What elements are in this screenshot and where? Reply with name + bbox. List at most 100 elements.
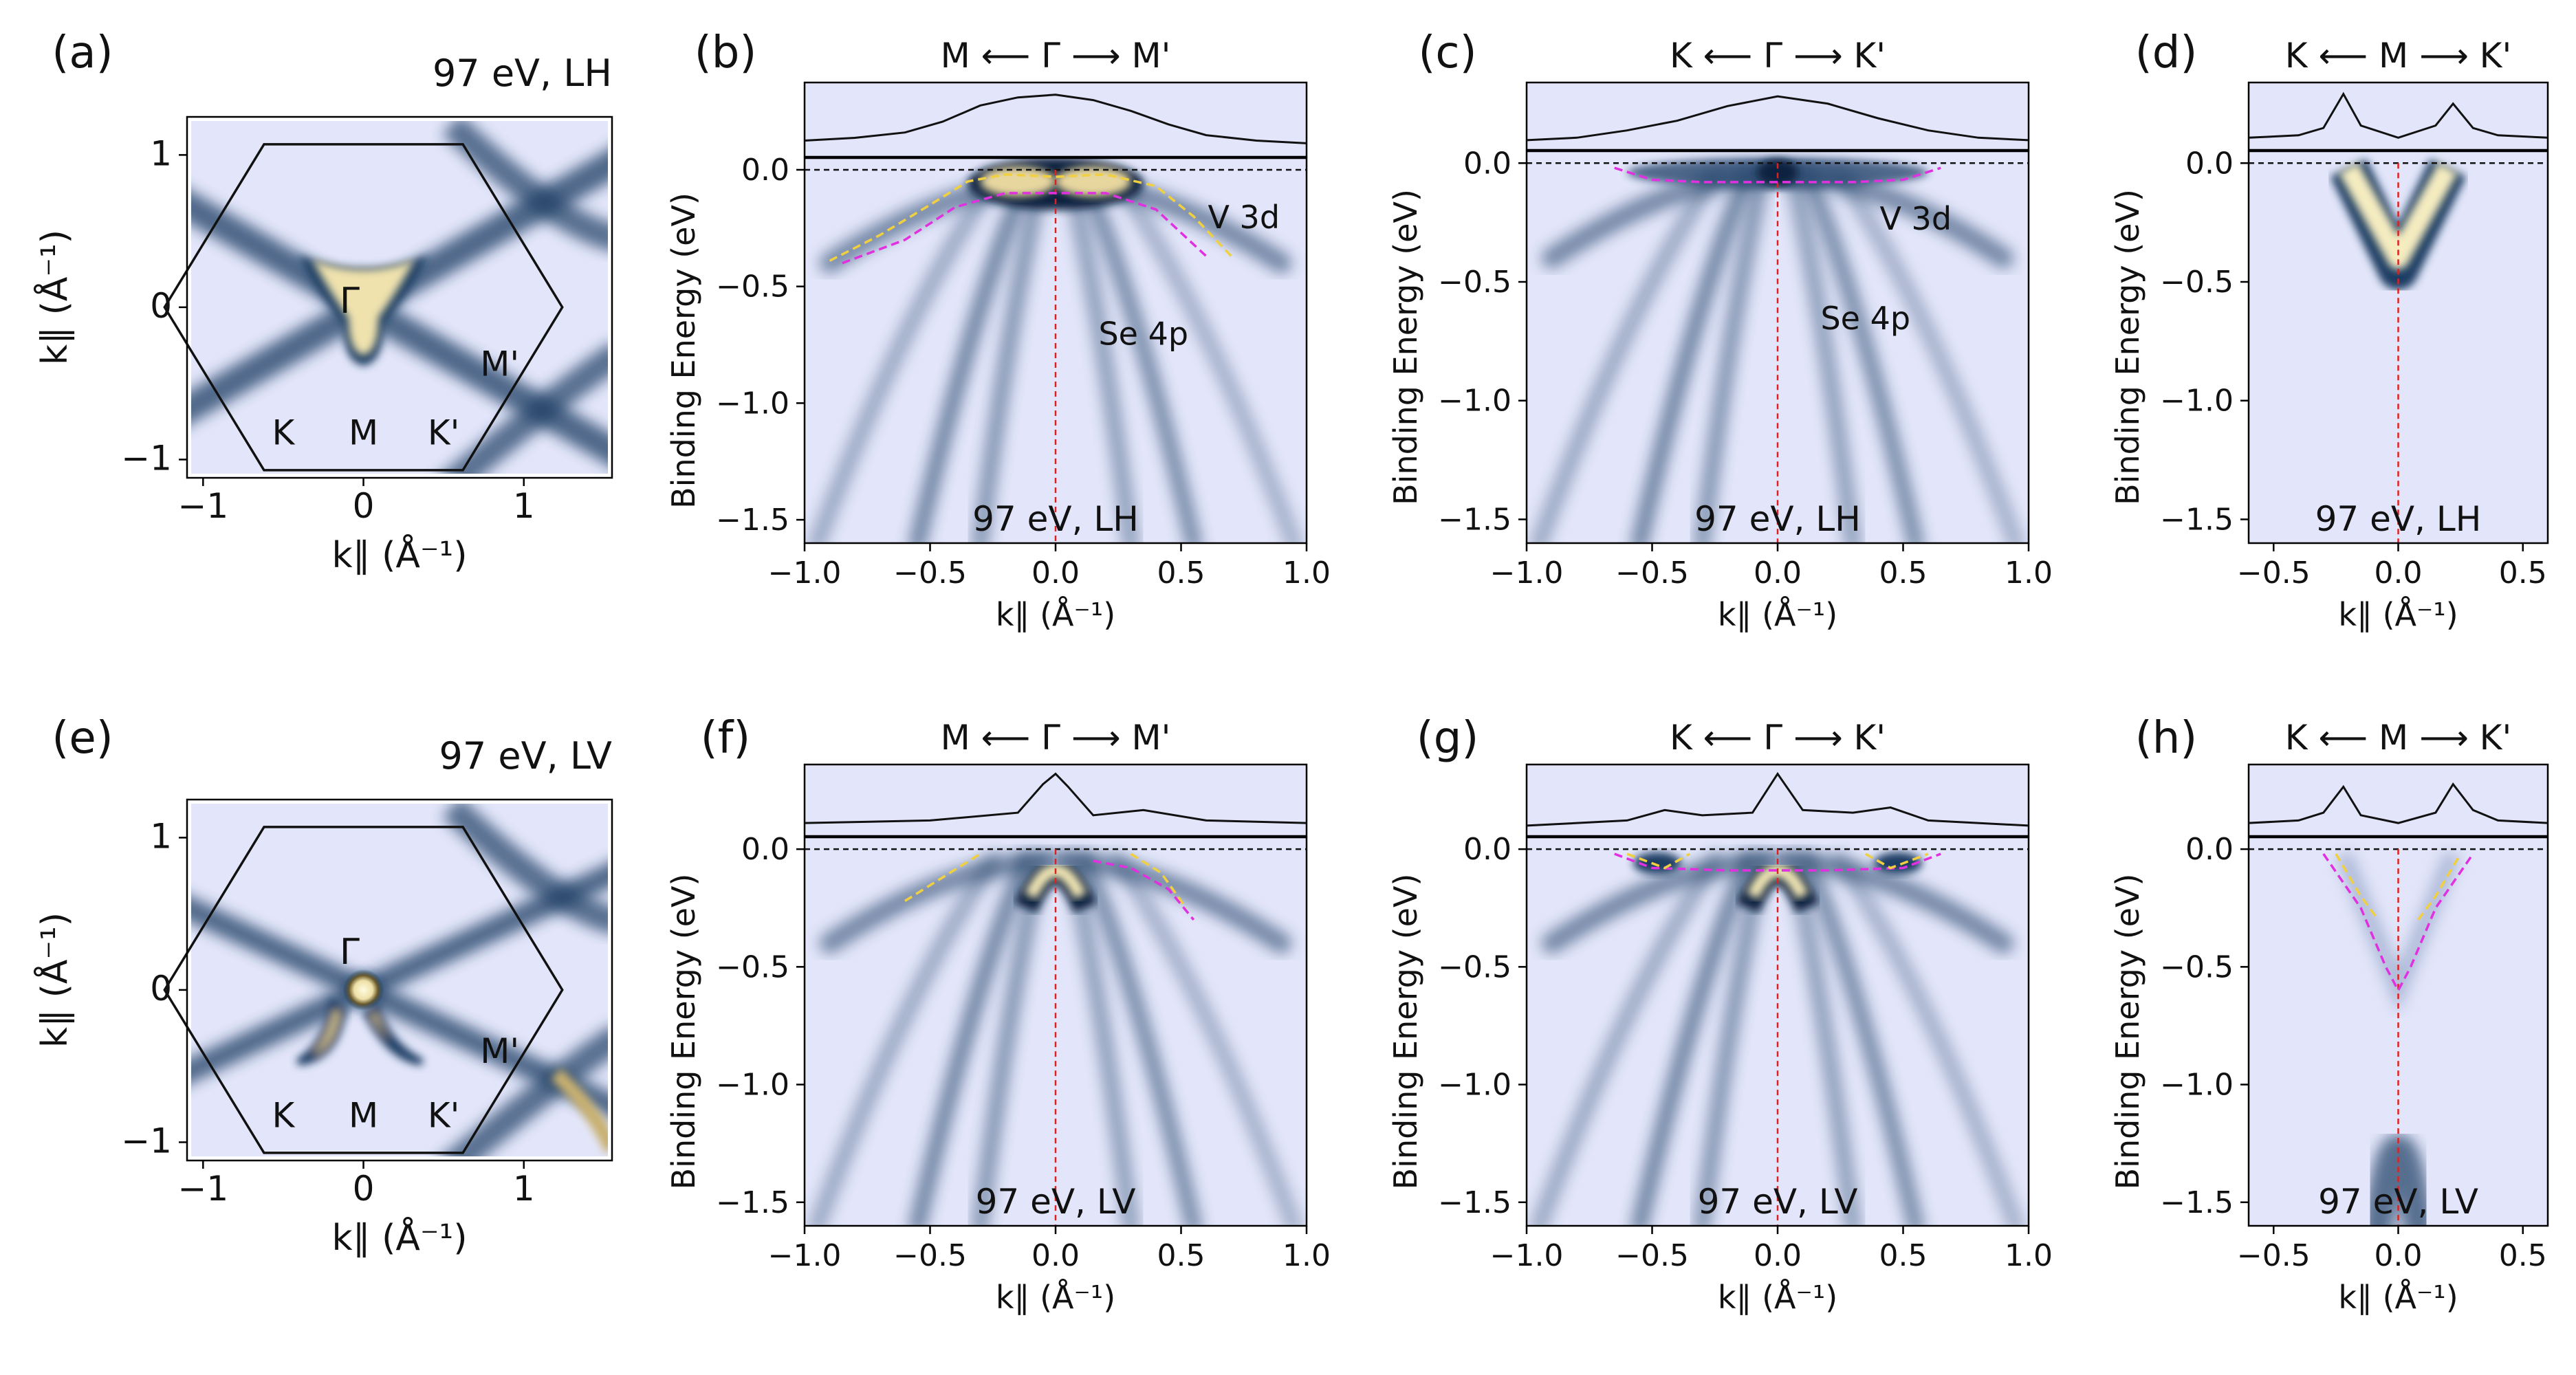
band-intensity [1798,166,1925,543]
label-K: K [272,1095,296,1135]
band-intensity [1630,852,1757,1226]
band-intensity [1076,852,1203,1226]
x-tick-label: −1 [177,486,228,526]
band-intensity [1530,166,1724,543]
x-tick-label: 0.0 [1032,1238,1080,1273]
y-tick-label: 1 [150,133,172,173]
y-tick-label: −0.5 [1438,265,1511,300]
y-tick-label: −0.5 [716,270,789,305]
dispersion-magenta [842,192,1208,265]
edc-frame [1525,763,2030,837]
x-tick-label: 1.0 [2005,1238,2053,1273]
panel-tag: (f) [701,713,750,764]
y-tick-label: −1.5 [716,1185,789,1220]
panel-c: (c) −1.0 −0.5 0.0 0.5 1.0 0.0 −0.5 −1.0 −1.5 k∥ (Å… [1387,28,2053,633]
label-M: M [349,1095,378,1135]
panel-a: (a) Γ K M K' M' −1 0 1 −1 0 1 k∥ (Å⁻¹) k∥ (Å⁻¹) 97 eV,… [33,28,613,576]
panel-tag: (h) [2135,713,2198,764]
side-pocket [1874,852,1923,874]
measurement-condition: 97 eV, LH [2315,499,2482,539]
x-tick-label: 0 [353,486,375,526]
y-tick-label: 0.0 [1463,832,1511,867]
map-arc [442,121,608,251]
x-tick-label: −1.0 [768,1238,842,1273]
axes-frame [186,116,613,479]
y-tick-label: −1.0 [2160,1068,2234,1103]
vd-center [1757,159,1798,187]
map-spoke [351,863,608,1002]
map-spoke [191,292,378,424]
band-intensity [1831,166,2025,543]
x-tick-label: 0.0 [2375,1238,2423,1273]
cut-direction: K ⟵ M ⟶ K' [2285,36,2511,76]
x-axis-label: k∥ (Å⁻¹) [996,1279,1115,1316]
band-intensity [808,852,1002,1226]
x-tick-label: 0 [353,1169,375,1209]
x-axis-label: k∥ (Å⁻¹) [2338,596,2458,633]
y-tick-label: 0.0 [2185,146,2234,181]
x-tick-label: 1.0 [1282,1238,1331,1273]
edc-frame [2247,763,2549,837]
edc-curve [1526,771,2029,827]
x-tick-label: 1 [513,486,535,526]
gamma-pocket [312,258,415,355]
edc-curve [2248,782,2548,824]
map-arc [441,1026,608,1156]
y-tick-label: 0.0 [1463,146,1511,181]
x-tick-label: 0.5 [2499,556,2547,591]
label-gamma: Γ [340,932,360,973]
dispersion-magenta [1614,852,1941,872]
band-intensity [1061,172,1140,543]
measurement-condition: 97 eV, LV [1698,1182,1858,1222]
map-spoke [191,978,375,1084]
band-intensity [908,172,1035,543]
y-tick-label: −1.0 [716,386,789,421]
x-axis-label: k∥ (Å⁻¹) [996,596,1115,633]
crescent-pocket [362,1001,424,1066]
panel-e: (e) Γ K M K' M' −1 0 1 −1 0 1 k∥ (Å⁻¹) k∥ (Å⁻¹) 97 eV,… [33,713,613,1259]
x-axis-label: k∥ (Å⁻¹) [331,534,467,576]
x-tick-label: 0.5 [1879,1238,1928,1273]
dispersion-yellow [904,852,981,902]
panel-tag: (a) [52,28,113,78]
band-intensity [1783,166,1862,543]
y-tick-label: −1.5 [2160,1185,2234,1220]
panel-f: (f) −1.0 −0.5 0.0 0.5 1.0 0.0 −0.5 −1.0 −1.5 k∥ (Å… [665,713,1331,1316]
gamma-pocket [342,969,384,1011]
dispersion-magenta [2322,852,2474,993]
x-tick-label: 0.0 [1754,556,1802,591]
panel-title: 97 eV, LH [433,52,612,95]
edc-curve [804,772,1307,824]
x-tick-label: −1 [177,1169,228,1209]
annotation-se4p: Se 4p [1098,316,1188,353]
band-intensity [1109,852,1303,1226]
cut-direction: M ⟵ Γ ⟶ M' [941,36,1171,76]
label-M-prime: M' [480,344,519,384]
panel-g: (g) −1.0 −0.5 0.0 0.5 1.0 0.0 −0.5 −1.0 −1.5 k∥ (Å… [1387,713,2053,1316]
panel-tag: (d) [2135,28,2198,78]
label-K: K [272,412,296,452]
y-tick-label: −1.5 [1438,502,1511,537]
x-tick-label: 1.0 [2005,556,2053,591]
y-tick-label: −1 [121,1121,172,1160]
band-intensity [808,172,1002,543]
label-K-prime: K' [428,412,460,452]
map-spoke [349,292,608,465]
panel-d: (d) −0.5 0.0 0.5 0.0 −0.5 −1.0 −1.5 k∥ (Å⁻¹) Bind… [2109,28,2549,633]
dispersion-magenta [1093,859,1195,921]
cut-direction: M ⟵ Γ ⟶ M' [941,718,1171,758]
y-tick-label: −0.5 [1438,949,1511,984]
y-axis-label: k∥ (Å⁻¹) [33,230,76,365]
y-axis-label: Binding Energy (eV) [2109,874,2146,1190]
y-axis-label: Binding Energy (eV) [1387,189,1424,505]
band-intensity [1831,852,2025,1226]
dispersion-yellow [1864,852,1929,870]
label-gamma: Γ [340,280,360,322]
fermi-map [191,804,608,1156]
x-axis-label: k∥ (Å⁻¹) [1718,596,1837,633]
y-tick-label: 0 [150,969,172,1009]
cut-direction: K ⟵ Γ ⟶ K' [1670,36,1886,76]
x-tick-label: 1.0 [1282,556,1331,591]
measurement-condition: 97 eV, LH [972,499,1139,539]
edc-frame [1525,81,2030,151]
